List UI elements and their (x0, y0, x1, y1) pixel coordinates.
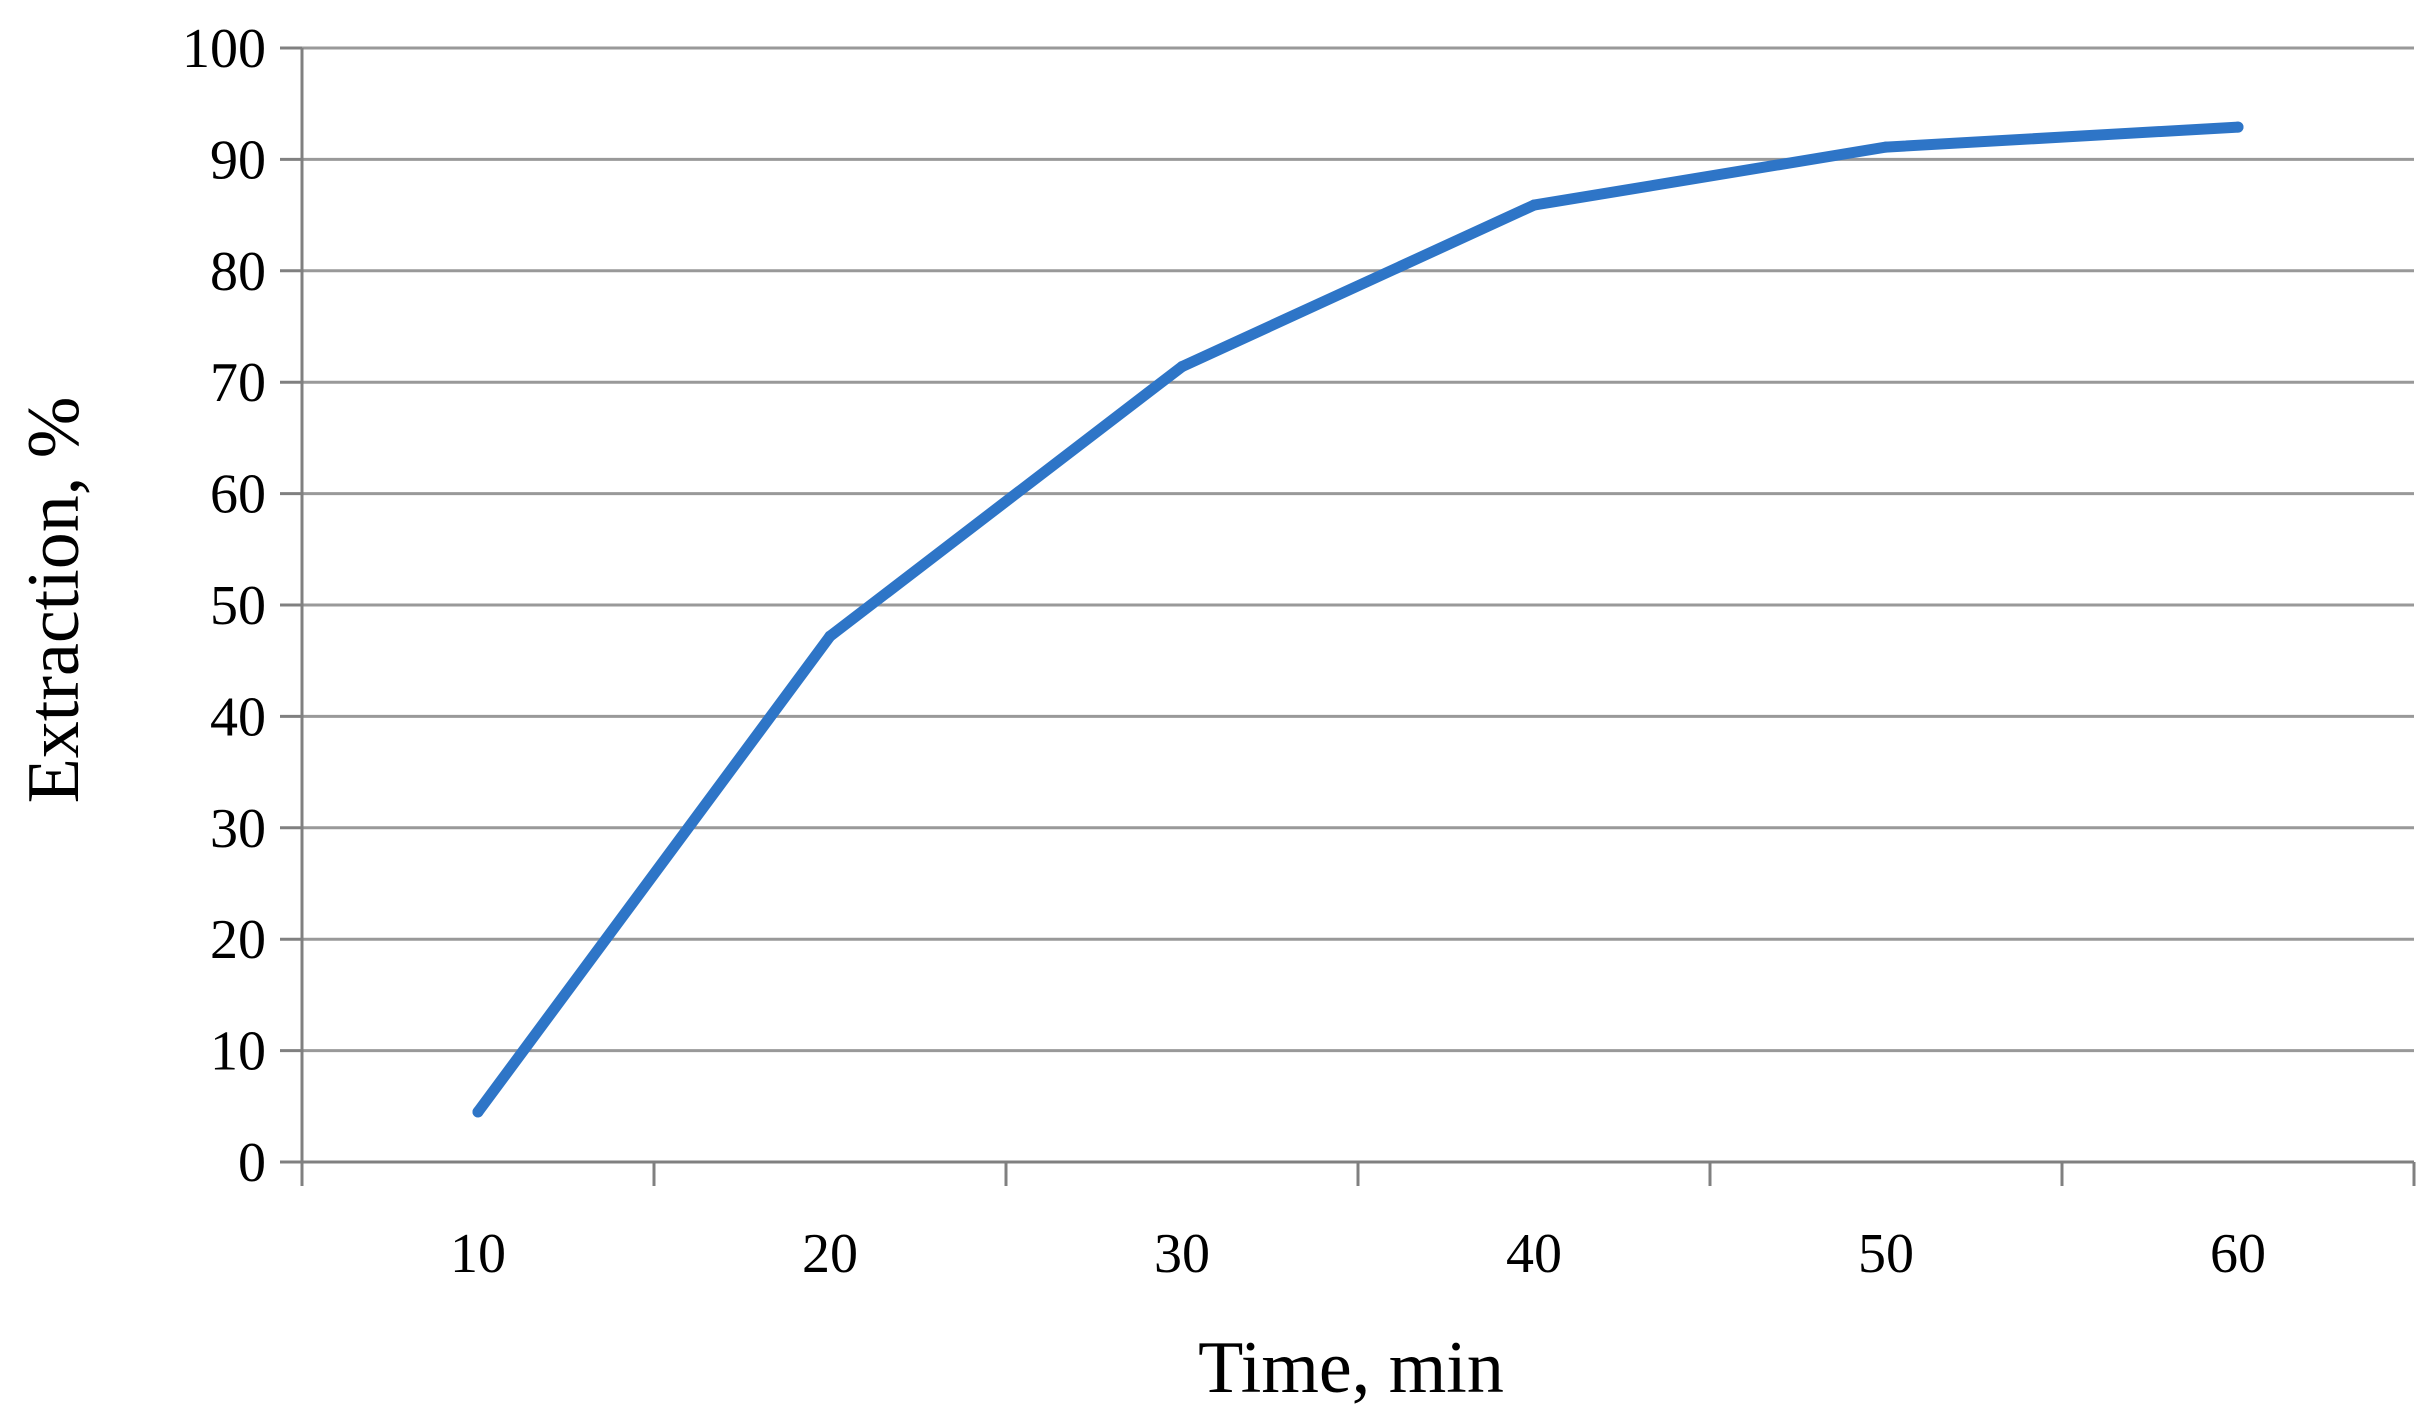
series-layer (472, 121, 2244, 1118)
grid-lines (302, 46, 2414, 1053)
x-tick-label: 50 (1858, 1223, 1914, 1285)
y-tick-label: 20 (210, 909, 266, 971)
y-axis-title: Extraction, % (13, 397, 95, 804)
y-tick-label: 40 (210, 686, 266, 748)
series-line (472, 121, 2244, 1118)
x-tick-label: 30 (1154, 1223, 1210, 1285)
data-point (2232, 121, 2244, 133)
x-tick-label: 20 (802, 1223, 858, 1285)
axes (280, 46, 2416, 1186)
y-tick-label: 90 (210, 129, 266, 191)
y-tick-label: 30 (210, 798, 266, 860)
x-tick-label: 60 (2210, 1223, 2266, 1285)
data-point (472, 1106, 484, 1118)
data-point (1880, 141, 1892, 153)
y-tick-label: 70 (210, 352, 266, 414)
y-tick-label: 100 (182, 18, 266, 80)
y-tick-label: 60 (210, 464, 266, 526)
y-tick-label: 80 (210, 241, 266, 303)
x-axis-title: Time, min (1198, 1327, 1504, 1409)
y-tick-label: 10 (210, 1021, 266, 1083)
data-point (1176, 361, 1188, 373)
x-tick-labels: 10 20 30 40 50 60 (450, 1223, 2266, 1285)
data-point (824, 630, 836, 642)
y-tick-label: 50 (210, 575, 266, 637)
x-tick-label: 40 (1506, 1223, 1562, 1285)
y-tick-labels: 0 10 20 30 40 50 60 70 80 90 100 (182, 18, 266, 1194)
y-tick-label: 0 (238, 1132, 266, 1194)
x-tick-label: 10 (450, 1223, 506, 1285)
data-point (1528, 199, 1540, 211)
